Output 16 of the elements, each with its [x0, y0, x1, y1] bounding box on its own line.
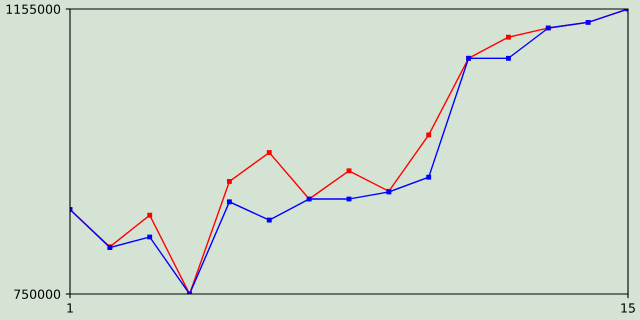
point [266, 218, 272, 223]
point [346, 168, 352, 174]
y-tick-label: 750000 [14, 289, 60, 299]
point [266, 150, 272, 155]
point [506, 56, 511, 61]
point [147, 234, 152, 240]
point [426, 132, 432, 138]
point [346, 196, 352, 202]
point [426, 174, 432, 180]
x-tick-label: 15 [621, 303, 635, 313]
point [227, 199, 232, 204]
point [147, 212, 152, 218]
y-tick-label: 1155000 [6, 4, 60, 14]
point [506, 34, 511, 40]
point [227, 178, 232, 184]
x-tick-label: 1 [67, 303, 73, 313]
